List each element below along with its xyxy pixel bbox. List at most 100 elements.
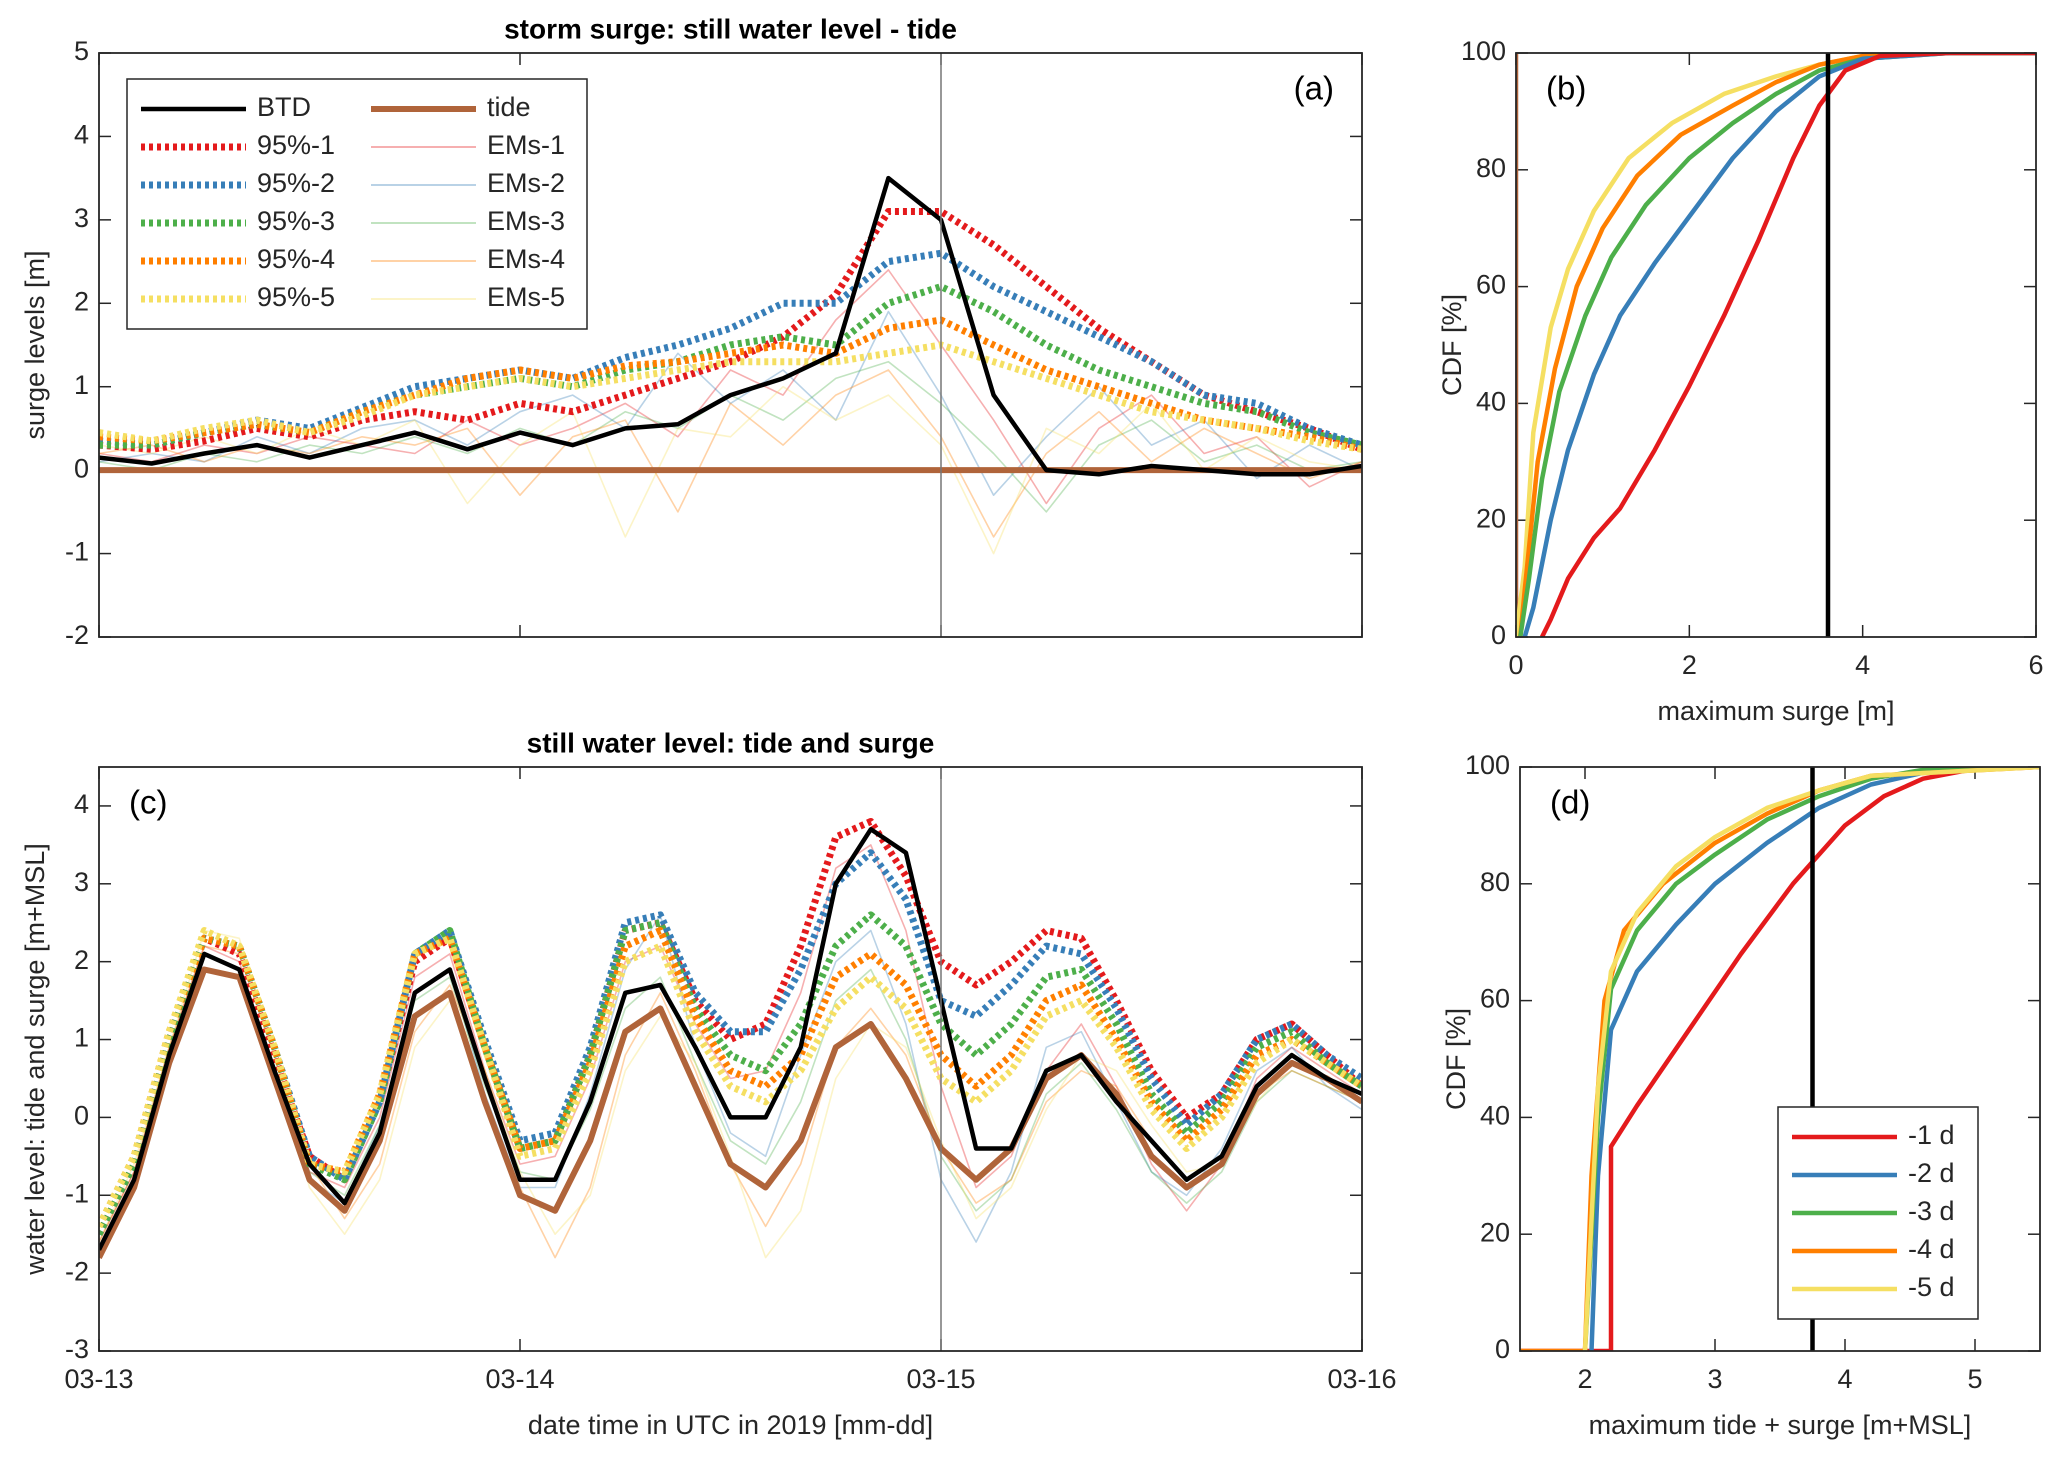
series-line (99, 966, 1362, 1259)
y-tick-label: -2 (65, 620, 89, 650)
series-line (99, 369, 1362, 538)
series-line (99, 249, 1362, 449)
y-axis-label: water level: tide and surge [m+MSL] (20, 843, 50, 1275)
y-axis-label: CDF [%] (1437, 294, 1467, 396)
x-tick-label: 03-15 (906, 1364, 975, 1394)
y-tick-label: 5 (74, 36, 89, 66)
chart-title: still water level: tide and surge (527, 727, 935, 758)
panel-label: (a) (1294, 70, 1334, 107)
x-axis-label: maximum surge [m] (1657, 696, 1894, 726)
series-line (1522, 53, 2036, 637)
series-line (99, 849, 1362, 1236)
y-tick-label: 2 (74, 286, 89, 316)
plot-area (99, 175, 1362, 555)
plot-area (1516, 53, 2036, 637)
y-tick-label: 60 (1476, 270, 1506, 300)
series-line (1520, 767, 2040, 1351)
y-tick-label: 2 (74, 945, 89, 975)
y-tick-label: -1 (65, 1178, 89, 1208)
series-line (99, 927, 1362, 1228)
panel-label: (b) (1546, 70, 1586, 107)
y-tick-label: 4 (74, 789, 89, 819)
y-tick-label: -1 (65, 537, 89, 567)
y-tick-label: 100 (1461, 36, 1506, 66)
axes-frame (98, 766, 1363, 1352)
axes-frame (1519, 766, 2041, 1352)
y-tick-label: 4 (74, 120, 89, 150)
legend-label: -2 d (1908, 1158, 1955, 1188)
y-tick-label: -2 (65, 1256, 89, 1286)
y-tick-label: 100 (1465, 750, 1510, 780)
y-tick-label: 0 (1491, 620, 1506, 650)
legend-label: EMs-1 (487, 130, 565, 160)
x-tick-label: 03-16 (1327, 1364, 1396, 1394)
y-tick-label: 3 (74, 867, 89, 897)
series-line (99, 827, 1362, 1251)
legend-label: 95%-3 (257, 206, 335, 236)
legend-label: 95%-2 (257, 168, 335, 198)
legend-label: EMs-5 (487, 282, 565, 312)
axes-frame (98, 52, 1363, 638)
series-line (99, 269, 1362, 505)
legend-label: EMs-3 (487, 206, 565, 236)
x-tick-label: 03-14 (485, 1364, 554, 1394)
x-axis-label: maximum tide + surge [m+MSL] (1589, 1410, 1972, 1440)
legend-label: EMs-4 (487, 244, 565, 274)
panel-label: (c) (129, 784, 167, 821)
legend-label: -4 d (1908, 1234, 1955, 1264)
x-tick-label: 03-13 (64, 1364, 133, 1394)
y-axis-label: surge levels [m] (20, 250, 50, 439)
y-tick-label: 60 (1480, 984, 1510, 1014)
legend-label: 95%-5 (257, 282, 335, 312)
series-line (99, 175, 1362, 477)
legend-label: 95%-1 (257, 130, 335, 160)
x-tick-label: 3 (1707, 1364, 1722, 1394)
legend-label: -3 d (1908, 1196, 1955, 1226)
y-tick-label: 20 (1480, 1217, 1510, 1247)
x-tick-label: 5 (1967, 1364, 1982, 1394)
x-tick-label: 4 (1837, 1364, 1852, 1394)
panel-label: (d) (1550, 784, 1590, 821)
y-tick-label: 0 (1495, 1334, 1510, 1364)
x-axis-label: date time in UTC in 2019 [mm-dd] (528, 1410, 933, 1440)
y-tick-label: 80 (1480, 867, 1510, 897)
x-tick-label: 6 (2028, 650, 2043, 680)
series-line (1539, 53, 2036, 637)
x-tick-label: 2 (1577, 1364, 1592, 1394)
series-line (99, 929, 1362, 1259)
legend-label: EMs-2 (487, 168, 565, 198)
legend-box (126, 78, 588, 330)
y-tick-label: 80 (1476, 153, 1506, 183)
y-tick-label: 0 (74, 453, 89, 483)
series-line (99, 310, 1362, 496)
legend: BTD 95%-1 95%-2 95%-3 95%-4 95%-5 tide EMs-1 EMs… (126, 78, 588, 330)
axes-frame (1515, 52, 2037, 638)
y-tick-label: 1 (74, 370, 89, 400)
axes-background (99, 767, 1362, 1351)
series-line (99, 283, 1362, 449)
y-tick-label: 40 (1476, 387, 1506, 417)
legend-label: -1 d (1908, 1120, 1955, 1150)
legend-label: tide (487, 92, 531, 122)
series-line (99, 927, 1362, 1228)
legend-label: -5 d (1908, 1272, 1955, 1302)
y-tick-label: 40 (1480, 1101, 1510, 1131)
chart-title: storm surge: still water level - tide (504, 13, 957, 44)
y-tick-label: 0 (74, 1101, 89, 1131)
x-tick-label: 2 (1682, 650, 1697, 680)
x-tick-label: 4 (1855, 650, 1870, 680)
legend-label: BTD (257, 92, 311, 122)
series-line (1518, 53, 2036, 637)
y-tick-label: 1 (74, 1023, 89, 1053)
series-line (99, 316, 1362, 453)
legend: -1 d -2 d -3 d -4 d -5 d (1777, 1106, 1979, 1320)
y-tick-label: 20 (1476, 503, 1506, 533)
plot-area (99, 818, 1362, 1259)
y-tick-label: -3 (65, 1334, 89, 1364)
x-tick-label: 0 (1508, 650, 1523, 680)
legend-label: 95%-4 (257, 244, 335, 274)
y-tick-label: 3 (74, 203, 89, 233)
axes-background (1516, 53, 2036, 637)
